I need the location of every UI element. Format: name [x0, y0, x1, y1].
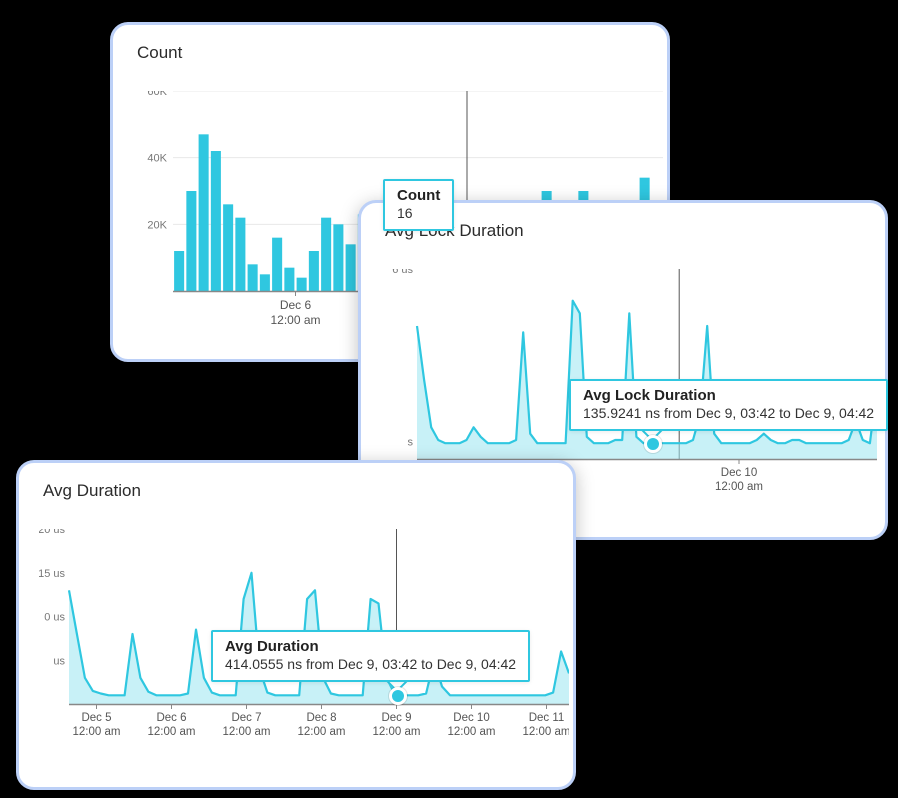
svg-text:12:00 am: 12:00 am: [298, 726, 346, 738]
svg-text:Dec 10: Dec 10: [453, 712, 489, 724]
svg-text:40K: 40K: [147, 153, 167, 165]
svg-text:Dec 9: Dec 9: [381, 712, 411, 724]
chart-hover-marker: [389, 687, 407, 705]
svg-text:Dec 6: Dec 6: [280, 298, 312, 312]
svg-text:s: s: [408, 437, 414, 449]
svg-text:Dec 8: Dec 8: [306, 712, 336, 724]
chart-tooltip: Count 16: [383, 179, 454, 231]
svg-text:Dec 5: Dec 5: [81, 712, 111, 724]
svg-text:12:00 am: 12:00 am: [223, 726, 271, 738]
chart-hover-marker: [644, 435, 662, 453]
tooltip-value: 414.0555 ns from Dec 9, 03:42 to Dec 9, …: [225, 656, 516, 672]
tooltip-value: 135.9241 ns from Dec 9, 03:42 to Dec 9, …: [583, 405, 874, 421]
svg-text:12:00 am: 12:00 am: [448, 726, 496, 738]
svg-text:6 us: 6 us: [392, 269, 413, 276]
tooltip-title: Avg Duration: [225, 638, 516, 655]
chart-title: Count: [137, 43, 647, 63]
svg-text:us: us: [53, 655, 65, 667]
chart-title: Avg Lock Duration: [385, 221, 865, 241]
svg-text:12:00 am: 12:00 am: [715, 481, 763, 493]
chart-plot-area[interactable]: us 0 us 15 us 20 us Dec 5 12:00 am Dec 6 12:00 …: [39, 529, 553, 746]
chart-tooltip: Avg Duration 414.0555 ns from Dec 9, 03:…: [211, 630, 530, 682]
svg-text:20 us: 20 us: [39, 529, 65, 536]
svg-text:0 us: 0 us: [44, 612, 65, 624]
chart-card-avg-duration: Avg Duration us 0 us 15 us 20 us Dec 5 12:00 …: [16, 460, 576, 790]
svg-text:12:00 am: 12:00 am: [73, 726, 121, 738]
svg-text:Dec 7: Dec 7: [231, 712, 261, 724]
svg-text:15 us: 15 us: [39, 568, 65, 580]
tooltip-title: Avg Lock Duration: [583, 387, 874, 404]
svg-text:12:00 am: 12:00 am: [523, 726, 569, 738]
chart-title: Avg Duration: [43, 481, 553, 501]
svg-text:12:00 am: 12:00 am: [148, 726, 196, 738]
svg-text:12:00 am: 12:00 am: [270, 313, 320, 327]
svg-text:Dec 11: Dec 11: [529, 712, 565, 724]
svg-text:Dec 10: Dec 10: [721, 467, 757, 479]
svg-text:12:00 am: 12:00 am: [373, 726, 421, 738]
svg-text:20K: 20K: [147, 219, 167, 231]
tooltip-value: 16: [397, 205, 440, 221]
tooltip-title: Count: [397, 187, 440, 204]
svg-text:Dec 6: Dec 6: [156, 712, 186, 724]
svg-text:60K: 60K: [147, 91, 167, 98]
chart-tooltip: Avg Lock Duration 135.9241 ns from Dec 9…: [569, 379, 888, 431]
